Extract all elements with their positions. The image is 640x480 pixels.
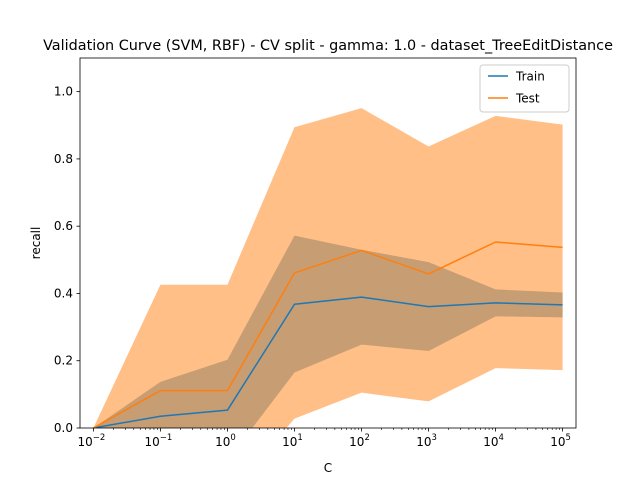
x-tick-label: 100 <box>215 433 236 449</box>
y-axis: 0.0 0.2 0.4 0.6 0.8 1.0 <box>54 85 80 435</box>
chart-title: Validation Curve (SVM, RBF) - CV split -… <box>43 38 613 54</box>
test-line <box>93 241 563 428</box>
legend-train-label: Train <box>515 70 545 84</box>
y-tick-label: 0.2 <box>54 354 73 368</box>
x-tick-label: 101 <box>282 433 303 449</box>
x-tick-label: 10−2 <box>77 433 105 449</box>
y-tick-label: 1.0 <box>54 85 73 99</box>
test-band <box>93 108 563 428</box>
x-axis-label: C <box>324 461 332 475</box>
confidence-bands <box>93 108 563 428</box>
y-tick-label: 0.0 <box>54 421 73 435</box>
y-tick-label: 0.4 <box>54 286 73 300</box>
x-tick-label: 10−1 <box>145 433 173 449</box>
y-tick-label: 0.6 <box>54 219 73 233</box>
x-axis: 10−2 10−1 100 101 102 103 104 105 <box>77 428 571 449</box>
x-tick-label: 104 <box>483 433 504 449</box>
y-tick-label: 0.8 <box>54 152 73 166</box>
plot-frame <box>79 57 577 429</box>
x-tick-label: 105 <box>550 433 571 449</box>
y-axis-label: recall <box>29 227 43 260</box>
x-tick-label: 102 <box>349 433 370 449</box>
legend: Train Test <box>479 64 570 113</box>
series-lines <box>93 241 563 428</box>
legend-test-label: Test <box>515 92 540 106</box>
x-tick-label: 103 <box>416 433 437 449</box>
train-line <box>93 296 563 428</box>
